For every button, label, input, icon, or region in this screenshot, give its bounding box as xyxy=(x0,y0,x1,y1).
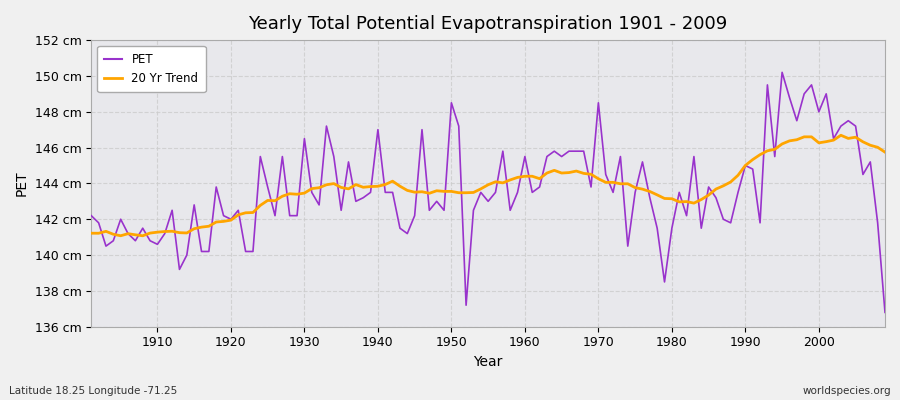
Text: Latitude 18.25 Longitude -71.25: Latitude 18.25 Longitude -71.25 xyxy=(9,386,177,396)
Title: Yearly Total Potential Evapotranspiration 1901 - 2009: Yearly Total Potential Evapotranspiratio… xyxy=(248,15,728,33)
Text: worldspecies.org: worldspecies.org xyxy=(803,386,891,396)
X-axis label: Year: Year xyxy=(473,355,503,369)
Y-axis label: PET: PET xyxy=(15,171,29,196)
Legend: PET, 20 Yr Trend: PET, 20 Yr Trend xyxy=(97,46,205,92)
